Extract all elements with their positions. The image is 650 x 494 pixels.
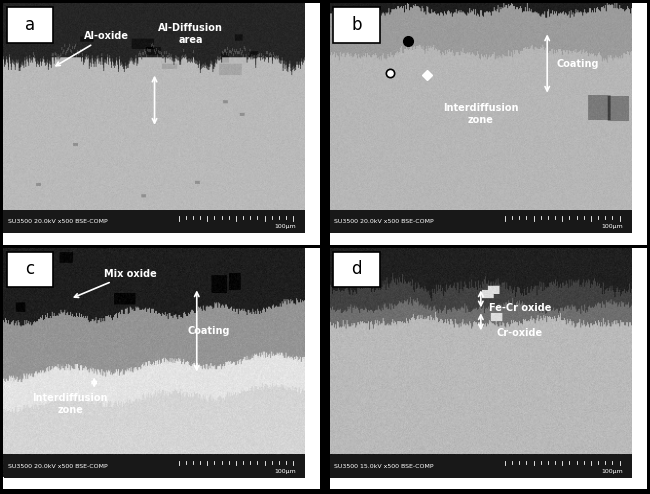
Text: 100μm: 100μm: [601, 224, 623, 229]
Text: a: a: [25, 16, 35, 34]
Bar: [4, 454, 305, 478]
Text: b: b: [351, 16, 361, 34]
Text: SU3500 20.0kV x500 BSE-COMP: SU3500 20.0kV x500 BSE-COMP: [334, 219, 434, 224]
Text: Cr-oxide: Cr-oxide: [497, 329, 543, 338]
Text: Al-Diffusion
area: Al-Diffusion area: [159, 23, 223, 44]
Text: Coating: Coating: [556, 58, 599, 69]
Text: SU3500 15.0kV x500 BSE-COMP: SU3500 15.0kV x500 BSE-COMP: [334, 464, 434, 469]
Bar: [330, 210, 632, 233]
Text: Al-oxide: Al-oxide: [56, 31, 129, 66]
Bar: [6, 7, 53, 42]
Bar: [6, 251, 53, 287]
Text: Fe-Cr oxide: Fe-Cr oxide: [489, 303, 551, 313]
Text: 100μm: 100μm: [274, 224, 296, 229]
Text: Coating: Coating: [188, 326, 230, 336]
Text: Interdiffusion
zone: Interdiffusion zone: [32, 394, 108, 415]
Text: c: c: [25, 260, 34, 279]
Bar: [333, 251, 380, 287]
Text: Interdiffusion
zone: Interdiffusion zone: [443, 103, 519, 124]
Text: 100μm: 100μm: [274, 469, 296, 474]
Text: 100μm: 100μm: [601, 469, 623, 474]
Bar: [333, 7, 380, 42]
Bar: [4, 210, 305, 233]
Text: d: d: [351, 260, 361, 279]
Text: SU3500 20.0kV x500 BSE-COMP: SU3500 20.0kV x500 BSE-COMP: [8, 464, 107, 469]
Text: Mix oxide: Mix oxide: [74, 269, 157, 297]
Bar: [330, 454, 632, 478]
Text: SU3500 20.0kV x500 BSE-COMP: SU3500 20.0kV x500 BSE-COMP: [8, 219, 107, 224]
